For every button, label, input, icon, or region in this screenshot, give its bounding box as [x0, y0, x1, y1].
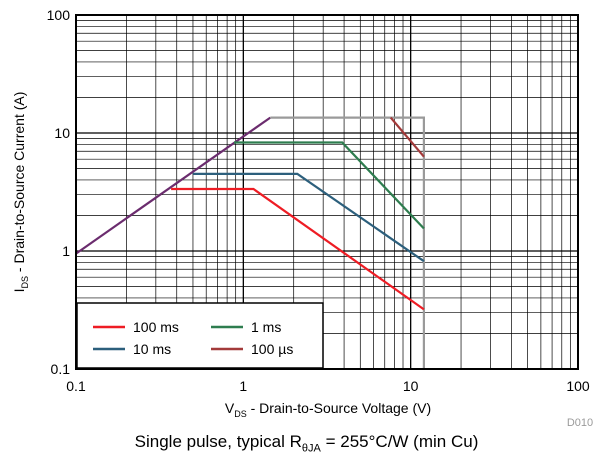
series-layer: [75, 116, 425, 369]
x-tick-label: 100: [566, 378, 590, 394]
legend-label: 1 ms: [251, 319, 281, 335]
y-tick-label: 1: [62, 243, 70, 259]
legend: 100 ms 1 ms 10 ms 100 µs: [76, 302, 324, 369]
x-tick-label: 0.1: [66, 378, 86, 394]
x-tick-label: 10: [403, 378, 419, 394]
series-line: [171, 187, 425, 311]
tick-labels: 0.1 1 10 100 0.1 1 10 100: [47, 7, 590, 394]
series-line: [389, 116, 425, 158]
y-axis-label: IDS - Drain-to-Source Current (A): [11, 92, 30, 293]
y-tick-label: 10: [54, 125, 70, 141]
series-line: [193, 172, 425, 263]
figure-id-watermark: D010: [567, 417, 593, 429]
x-tick-label: 1: [239, 378, 247, 394]
y-tick-label: 100: [47, 7, 71, 23]
series-line: [234, 141, 425, 230]
legend-label: 10 ms: [133, 341, 171, 357]
plot-frame: [75, 14, 579, 370]
legend-label: 100 ms: [133, 319, 179, 335]
legend-box: [76, 302, 324, 369]
legend-label: 100 µs: [251, 341, 293, 357]
figure-caption: Single pulse, typical RθJA = 255°C/W (mi…: [134, 432, 479, 455]
soa-chart: 0.1 1 10 100 0.1 1 10 100 VDS - Drain-to-Source…: [11, 7, 593, 429]
line-current-voltage-limit: [270, 116, 425, 369]
line-rdson-limit: [75, 116, 271, 255]
x-axis-label: VDS - Drain-to-Source Voltage (V): [225, 400, 431, 419]
grid: [76, 15, 578, 369]
y-tick-label: 0.1: [51, 361, 71, 377]
